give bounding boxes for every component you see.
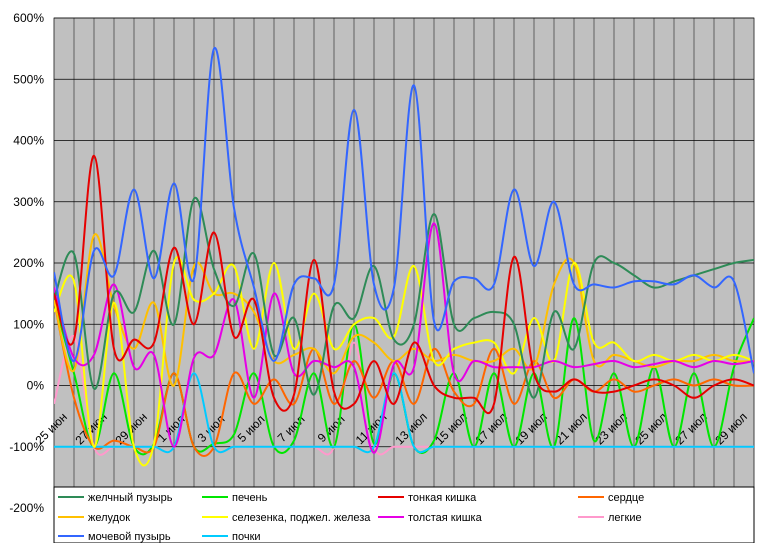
y-tick-label: 400% xyxy=(13,134,44,148)
legend-label: селезенка, поджел. железа xyxy=(232,512,371,524)
series-line-9 xyxy=(54,47,754,374)
legend-label: желчный пузырь xyxy=(88,492,173,504)
y-tick-label: 300% xyxy=(13,195,44,209)
y-tick-label: 0% xyxy=(27,379,45,393)
series-line-3 xyxy=(54,154,754,415)
legend-label: желудок xyxy=(88,512,130,524)
y-tick-label: 600% xyxy=(13,11,44,25)
plot-area xyxy=(53,17,755,509)
y-tick-label: 100% xyxy=(13,317,44,331)
y-tick-label: 200% xyxy=(13,256,44,270)
legend-label: толстая кишка xyxy=(408,512,483,524)
y-tick-label: 500% xyxy=(13,72,44,86)
legend-label: почки xyxy=(232,531,261,543)
legend-label: мочевой пузырь xyxy=(88,531,171,543)
y-tick-label: -200% xyxy=(9,501,44,515)
legend-label: тонкая кишка xyxy=(408,492,477,504)
legend: желчный пузырь печень тонкая кишка сердце же… xyxy=(53,486,755,543)
y-axis: -200% -100% 0% 100% 200% 300% 400% 500% 600% xyxy=(9,11,44,515)
series-line-6 xyxy=(54,256,754,467)
series-line-7 xyxy=(54,222,754,454)
series-lines xyxy=(54,47,754,467)
legend-label: легкие xyxy=(608,512,642,524)
y-tick-label: -100% xyxy=(9,440,44,454)
legend-label: сердце xyxy=(608,492,644,504)
legend-label: печень xyxy=(232,492,268,504)
